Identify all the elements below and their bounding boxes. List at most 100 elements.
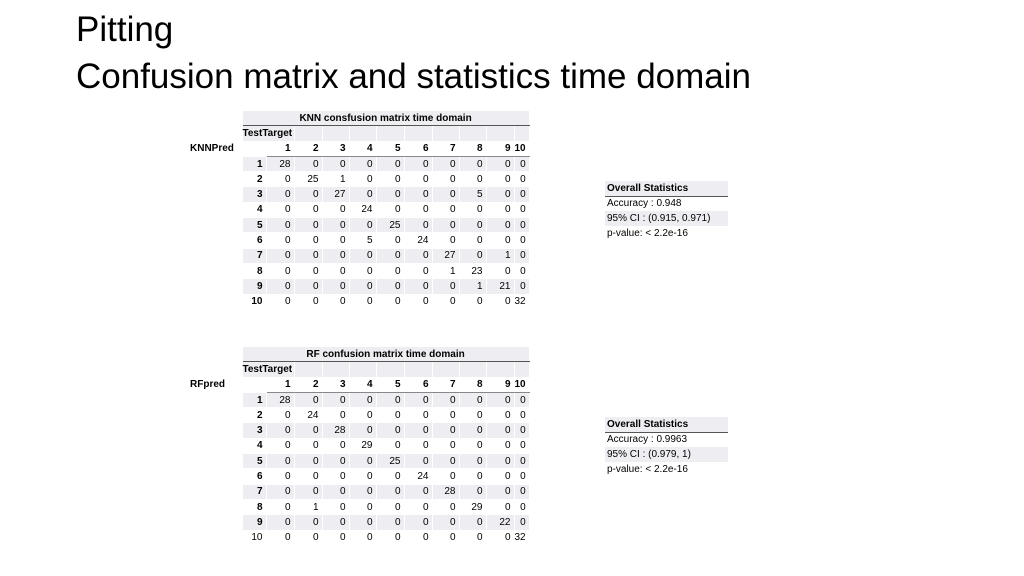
matrix-cell: 0 xyxy=(514,278,530,295)
matrix-cell: 0 xyxy=(486,186,515,203)
matrix-cell: 1 xyxy=(459,278,487,295)
blank-cell xyxy=(432,361,460,378)
matrix-cell: 0 xyxy=(294,186,323,203)
matrix-cell: 0 xyxy=(404,156,433,173)
column-header: 2 xyxy=(294,377,323,393)
column-header: 9 xyxy=(486,141,515,157)
matrix-cell: 1 xyxy=(322,171,350,188)
matrix-cell: 0 xyxy=(514,499,530,516)
matrix-cell: 0 xyxy=(459,514,487,531)
stats-row: Accuracy : 0.948 xyxy=(605,196,728,211)
matrix-cell: 0 xyxy=(432,202,460,219)
column-header: 3 xyxy=(322,141,350,157)
matrix-cell: 0 xyxy=(294,468,323,485)
matrix-cell: 0 xyxy=(432,422,460,439)
matrix-cell: 0 xyxy=(349,217,377,234)
matrix-cell: 0 xyxy=(432,407,460,424)
matrix-cell: 0 xyxy=(376,232,405,249)
column-header: 3 xyxy=(322,377,350,393)
matrix-cell: 0 xyxy=(349,422,377,439)
blank-cell xyxy=(190,499,243,516)
matrix-cell: 0 xyxy=(486,294,515,310)
blank-cell xyxy=(349,361,377,378)
blank-cell xyxy=(190,453,243,470)
matrix-cell: 1 xyxy=(432,263,460,280)
target-label: TestTarget xyxy=(242,125,295,142)
column-header: 6 xyxy=(404,141,433,157)
matrix-cell: 0 xyxy=(266,186,295,203)
column-header: 6 xyxy=(404,377,433,393)
row-label: 10 xyxy=(242,530,267,546)
matrix-cell: 0 xyxy=(486,484,515,500)
matrix-cell: 0 xyxy=(486,156,515,173)
matrix-cell: 1 xyxy=(294,499,323,516)
column-header: 9 xyxy=(486,377,515,393)
matrix-cell: 0 xyxy=(266,530,295,546)
matrix-row: 3 0 0 27 0 0 0 0 5 0 0 xyxy=(190,186,530,203)
blank-cell xyxy=(190,484,243,500)
rf-confusion-matrix: RF confusion matrix time domain TestTarge… xyxy=(190,347,530,546)
blank-cell xyxy=(459,361,487,378)
matrix-cell: 0 xyxy=(432,217,460,234)
matrix-cell: 0 xyxy=(432,186,460,203)
matrix-cell: 0 xyxy=(349,392,377,409)
matrix-cell: 0 xyxy=(459,407,487,424)
matrix-cell: 0 xyxy=(266,422,295,439)
column-header: 10 xyxy=(514,141,530,157)
matrix-cell: 0 xyxy=(322,278,350,295)
slide-title: Pitting xyxy=(76,10,174,49)
matrix-cell: 0 xyxy=(432,156,460,173)
matrix-cell: 0 xyxy=(514,392,530,409)
blank-cell xyxy=(190,294,243,310)
matrix-cell: 0 xyxy=(486,217,515,234)
matrix-cell: 0 xyxy=(376,263,405,280)
matrix-cell: 0 xyxy=(514,202,530,219)
column-header: 8 xyxy=(459,377,487,393)
matrix-cell: 0 xyxy=(349,484,377,500)
matrix-row: 7 0 0 0 0 0 0 28 0 0 0 xyxy=(190,484,530,500)
matrix-cell: 0 xyxy=(266,294,295,310)
matrix-cell: 0 xyxy=(432,278,460,295)
matrix-cell: 0 xyxy=(432,294,460,310)
matrix-cell: 0 xyxy=(486,232,515,249)
blank-cell xyxy=(376,125,405,142)
matrix-cell: 0 xyxy=(459,530,487,546)
matrix-cell: 28 xyxy=(322,422,350,439)
matrix-cell: 0 xyxy=(266,407,295,424)
blank-cell xyxy=(190,468,243,485)
matrix-cell: 0 xyxy=(349,514,377,531)
matrix-cell: 0 xyxy=(376,156,405,173)
row-label: 10 xyxy=(242,294,267,310)
stats-line: p-value: < 2.2e-16 xyxy=(607,463,688,475)
matrix-cell: 0 xyxy=(266,263,295,280)
matrix-cell: 22 xyxy=(486,514,515,531)
matrix-cell: 0 xyxy=(459,453,487,470)
matrix-cell: 21 xyxy=(486,278,515,295)
target-label: TestTarget xyxy=(242,361,295,378)
matrix-row: 5 0 0 0 0 25 0 0 0 0 0 xyxy=(190,217,530,234)
matrix-cell: 0 xyxy=(322,499,350,516)
matrix-cell: 0 xyxy=(294,392,323,409)
row-label: 2 xyxy=(242,407,267,424)
matrix-cell: 0 xyxy=(376,294,405,310)
matrix-cell: 32 xyxy=(514,294,530,310)
target-label-row: TestTarget xyxy=(190,361,530,378)
matrix-cell: 0 xyxy=(322,453,350,470)
matrix-cell: 0 xyxy=(266,438,295,455)
matrix-cell: 0 xyxy=(294,263,323,280)
blank-cell xyxy=(514,361,530,378)
row-label: 3 xyxy=(242,422,267,439)
stats-row: Accuracy : 0.9963 xyxy=(605,432,728,447)
matrix-cell: 0 xyxy=(514,156,530,173)
matrix-cell: 0 xyxy=(514,248,530,264)
matrix-cell: 0 xyxy=(432,514,460,531)
matrix-cell: 0 xyxy=(459,438,487,455)
blank-cell xyxy=(190,438,243,455)
matrix-cell: 32 xyxy=(514,530,530,546)
matrix-title: RF confusion matrix time domain xyxy=(242,347,530,363)
blank-cell xyxy=(376,361,405,378)
matrix-cell: 0 xyxy=(486,468,515,485)
matrix-cell: 0 xyxy=(514,407,530,424)
matrix-cell: 0 xyxy=(486,422,515,439)
matrix-cell: 0 xyxy=(486,407,515,424)
